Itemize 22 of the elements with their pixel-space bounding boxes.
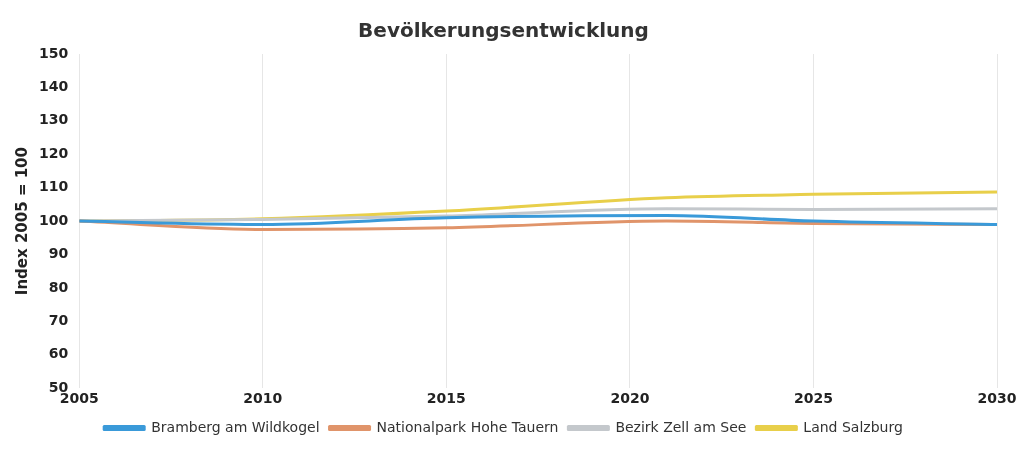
y-tick-label: 110 bbox=[38, 178, 69, 195]
x-tick-label: 2010 bbox=[243, 390, 283, 407]
y-tick-label: 70 bbox=[48, 312, 69, 328]
legend-label: Nationalpark Hohe Tauern bbox=[376, 418, 559, 435]
legend-label: Bezirk Zell am See bbox=[615, 418, 747, 435]
y-axis-title: Index 2005 = 100 bbox=[12, 147, 31, 296]
y-tick-label: 120 bbox=[38, 144, 69, 161]
y-tick-label: 90 bbox=[48, 245, 69, 262]
y-tick-label: 60 bbox=[48, 345, 69, 362]
y-tick-label: 150 bbox=[38, 44, 69, 61]
legend-label: Bramberg am Wildkogel bbox=[151, 418, 320, 435]
x-tick-label: 2025 bbox=[793, 390, 833, 407]
y-tick-label: 130 bbox=[38, 111, 69, 128]
y-tick-label: 80 bbox=[48, 278, 69, 295]
chart-title: Bevölkerungsentwicklung bbox=[358, 18, 649, 43]
legend-label: Land Salzburg bbox=[803, 418, 903, 435]
line-series bbox=[79, 213, 997, 226]
y-tick-label: 140 bbox=[38, 78, 69, 95]
x-tick-label: 2030 bbox=[977, 390, 1017, 407]
x-tick-label: 2020 bbox=[610, 390, 650, 407]
y-tick-label: 100 bbox=[38, 211, 69, 228]
x-tick-label: 2015 bbox=[426, 390, 466, 407]
